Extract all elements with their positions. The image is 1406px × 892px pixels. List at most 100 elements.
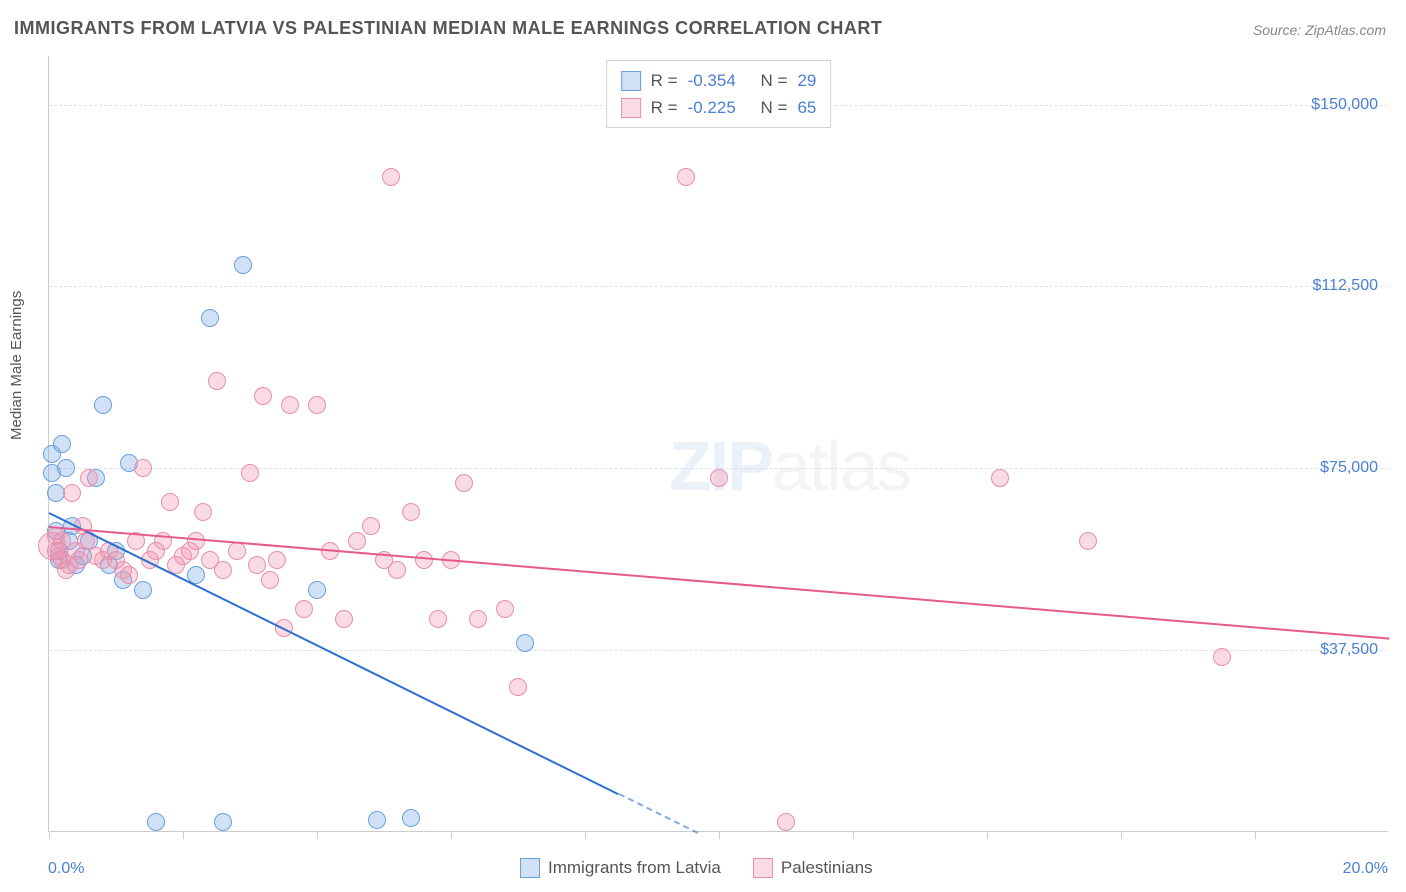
- x-tick: [1121, 831, 1122, 839]
- scatter-point: [187, 532, 205, 550]
- trend-line-extrapolated: [618, 793, 697, 834]
- scatter-point: [677, 168, 695, 186]
- x-tick: [987, 831, 988, 839]
- scatter-point: [134, 581, 152, 599]
- gridline-h: [49, 286, 1388, 287]
- scatter-point: [47, 484, 65, 502]
- stats-row-palestinians: R = -0.225 N = 65: [621, 94, 817, 121]
- scatter-point: [308, 581, 326, 599]
- watermark-zip: ZIP: [669, 427, 772, 505]
- scatter-point: [991, 469, 1009, 487]
- stats-n-value-latvia: 29: [797, 67, 816, 94]
- scatter-point: [234, 256, 252, 274]
- legend-label-latvia: Immigrants from Latvia: [548, 858, 721, 878]
- gridline-h: [49, 650, 1388, 651]
- scatter-point: [53, 435, 71, 453]
- swatch-palestinians: [753, 858, 773, 878]
- source-name: ZipAtlas.com: [1305, 22, 1386, 38]
- y-tick-label: $150,000: [1311, 96, 1378, 114]
- scatter-point: [402, 503, 420, 521]
- scatter-point: [241, 464, 259, 482]
- x-axis-max-label: 20.0%: [1343, 860, 1388, 878]
- scatter-point: [516, 634, 534, 652]
- scatter-point: [268, 551, 286, 569]
- scatter-point: [248, 556, 266, 574]
- scatter-point: [38, 532, 66, 560]
- scatter-point: [254, 387, 272, 405]
- scatter-point: [94, 396, 112, 414]
- x-tick: [1255, 831, 1256, 839]
- scatter-point: [57, 459, 75, 477]
- scatter-point: [382, 168, 400, 186]
- legend-label-palestinians: Palestinians: [781, 858, 873, 878]
- scatter-point: [80, 469, 98, 487]
- scatter-point: [308, 396, 326, 414]
- scatter-point: [362, 517, 380, 535]
- scatter-point: [201, 309, 219, 327]
- plot-area: ZIPatlas R = -0.354 N = 29 R = -0.225 N …: [48, 56, 1388, 832]
- stats-n-value-palestinians: 65: [797, 94, 816, 121]
- scatter-point: [70, 551, 88, 569]
- scatter-point: [1079, 532, 1097, 550]
- x-tick: [183, 831, 184, 839]
- x-axis-min-label: 0.0%: [48, 860, 84, 878]
- scatter-point: [402, 809, 420, 827]
- x-tick: [49, 831, 50, 839]
- x-tick: [719, 831, 720, 839]
- scatter-point: [281, 396, 299, 414]
- scatter-point: [777, 813, 795, 831]
- watermark-atlas: atlas: [772, 427, 910, 505]
- scatter-point: [388, 561, 406, 579]
- swatch-palestinians: [621, 98, 641, 118]
- swatch-latvia: [520, 858, 540, 878]
- x-tick: [585, 831, 586, 839]
- scatter-point: [429, 610, 447, 628]
- scatter-point: [509, 678, 527, 696]
- x-tick: [317, 831, 318, 839]
- stats-r-value-palestinians: -0.225: [688, 94, 736, 121]
- scatter-point: [63, 484, 81, 502]
- stats-r-label: R =: [651, 94, 678, 121]
- y-tick-label: $75,000: [1320, 459, 1378, 477]
- y-tick-label: $37,500: [1320, 641, 1378, 659]
- legend-item-palestinians: Palestinians: [753, 858, 873, 878]
- scatter-point: [161, 493, 179, 511]
- stats-row-latvia: R = -0.354 N = 29: [621, 67, 817, 94]
- scatter-point: [710, 469, 728, 487]
- scatter-point: [295, 600, 313, 618]
- scatter-point: [134, 459, 152, 477]
- scatter-point: [368, 811, 386, 829]
- scatter-point: [335, 610, 353, 628]
- stats-n-label: N =: [761, 67, 788, 94]
- bottom-legend: Immigrants from Latvia Palestinians: [520, 858, 873, 878]
- scatter-point: [469, 610, 487, 628]
- chart-title: IMMIGRANTS FROM LATVIA VS PALESTINIAN ME…: [14, 18, 882, 39]
- scatter-point: [455, 474, 473, 492]
- scatter-point: [496, 600, 514, 618]
- scatter-point: [1213, 648, 1231, 666]
- trend-line: [49, 526, 1389, 640]
- stats-r-label: R =: [651, 67, 678, 94]
- scatter-point: [147, 813, 165, 831]
- scatter-point: [415, 551, 433, 569]
- correlation-stats-box: R = -0.354 N = 29 R = -0.225 N = 65: [606, 60, 832, 128]
- stats-n-label: N =: [761, 94, 788, 121]
- scatter-point: [194, 503, 212, 521]
- x-tick: [451, 831, 452, 839]
- source-attribution: Source: ZipAtlas.com: [1253, 22, 1386, 38]
- scatter-point: [208, 372, 226, 390]
- y-axis-label: Median Male Earnings: [8, 291, 25, 440]
- watermark: ZIPatlas: [669, 426, 910, 506]
- scatter-point: [120, 566, 138, 584]
- scatter-point: [228, 542, 246, 560]
- stats-r-value-latvia: -0.354: [688, 67, 736, 94]
- scatter-point: [348, 532, 366, 550]
- x-tick: [853, 831, 854, 839]
- legend-item-latvia: Immigrants from Latvia: [520, 858, 721, 878]
- swatch-latvia: [621, 71, 641, 91]
- y-tick-label: $112,500: [1312, 277, 1378, 295]
- scatter-point: [214, 813, 232, 831]
- scatter-point: [214, 561, 232, 579]
- source-prefix: Source:: [1253, 22, 1305, 38]
- scatter-point: [261, 571, 279, 589]
